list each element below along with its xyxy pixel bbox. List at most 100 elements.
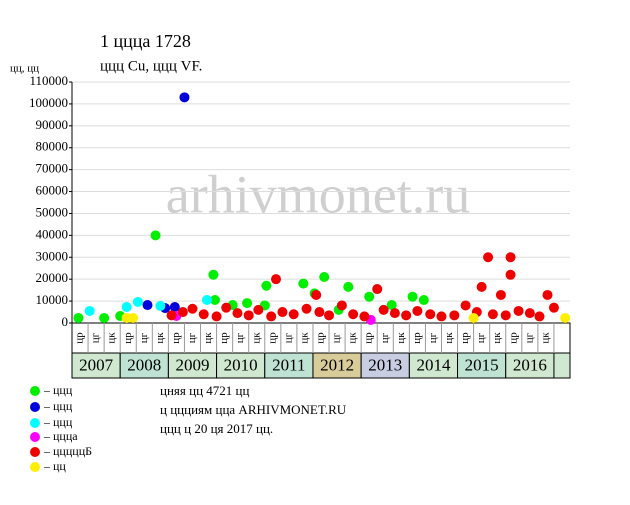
point <box>389 308 400 319</box>
point <box>243 310 254 321</box>
point <box>505 252 516 263</box>
year-label: 2015 <box>465 355 499 374</box>
watermark: arhivmonet.ru <box>166 164 470 224</box>
sub-label: цг <box>282 332 294 343</box>
chart-subtitle: ццц Cu, ццц VF. <box>100 58 202 74</box>
y-axis-label: цц, цц <box>10 63 39 75</box>
point <box>364 291 375 302</box>
legend-marker <box>30 447 40 457</box>
sub-label: цк <box>154 332 166 344</box>
footer-note: цняя цц 4721 цц <box>160 383 249 398</box>
y-tick-label: 30000 <box>36 248 69 263</box>
y-tick-label: 0 <box>62 314 69 329</box>
point <box>132 296 143 307</box>
point <box>319 271 330 282</box>
year-label: 2009 <box>175 355 209 374</box>
legend-label: – цццццБ <box>43 444 92 458</box>
sub-label: цк <box>106 332 118 344</box>
legend-label: – ццца <box>43 429 78 443</box>
sub-label: цк <box>298 332 310 344</box>
sub-label: цр <box>74 332 86 344</box>
year-label: 2007 <box>79 355 114 374</box>
point <box>324 310 335 321</box>
point <box>401 310 412 321</box>
y-tick-label: 60000 <box>36 183 69 198</box>
point <box>288 309 299 320</box>
sub-label: цг <box>138 332 150 343</box>
point <box>500 310 511 321</box>
sub-label: цк <box>491 332 503 344</box>
point <box>460 300 471 311</box>
point <box>177 307 188 318</box>
sub-label: цк <box>250 332 262 344</box>
y-tick-label: 110000 <box>29 73 68 88</box>
year-label: 2012 <box>320 355 354 374</box>
year-cell <box>167 352 218 379</box>
point <box>187 303 198 314</box>
point <box>560 312 571 323</box>
year-label: 2013 <box>368 355 402 374</box>
point <box>277 307 288 318</box>
point <box>179 92 190 103</box>
point <box>169 302 180 313</box>
year-label: 2010 <box>224 355 258 374</box>
legend-label: – ццц <box>43 399 73 413</box>
point <box>476 281 487 292</box>
point <box>99 312 110 323</box>
point <box>73 312 84 323</box>
legend-marker <box>30 418 40 428</box>
point <box>121 302 132 313</box>
sub-label: цр <box>411 332 423 344</box>
sub-label: цр <box>315 332 327 344</box>
point <box>359 311 370 322</box>
point <box>343 281 354 292</box>
legend-marker <box>30 462 40 472</box>
sub-label: цк <box>347 332 359 344</box>
point <box>513 305 524 316</box>
legend-marker <box>30 402 40 412</box>
sub-band <box>71 322 571 354</box>
year-cell <box>505 352 555 379</box>
point <box>242 298 253 309</box>
year-cell <box>71 352 121 379</box>
point <box>524 308 535 319</box>
sub-label: цг <box>379 332 391 343</box>
point <box>198 309 209 320</box>
point <box>314 307 325 318</box>
year-label: 2011 <box>272 355 305 374</box>
point <box>468 312 479 323</box>
year-cell <box>216 352 266 379</box>
point <box>372 284 383 295</box>
year-cell <box>119 352 169 379</box>
point <box>150 230 161 241</box>
point <box>301 303 312 314</box>
point <box>378 304 389 315</box>
point <box>128 312 139 323</box>
point <box>425 309 436 320</box>
sub-label: цр <box>170 332 182 344</box>
sub-label: цк <box>443 332 455 344</box>
point <box>232 308 243 319</box>
point <box>201 294 212 305</box>
point <box>336 300 347 311</box>
point <box>505 269 516 280</box>
point <box>142 300 153 311</box>
point <box>548 302 559 313</box>
y-tick-label: 80000 <box>36 139 69 154</box>
legend-marker <box>30 432 40 442</box>
point <box>495 289 506 300</box>
year-label: 2016 <box>513 355 547 374</box>
footer-note: ццц ц 20 ця 2017 цц. <box>160 421 273 436</box>
sub-label: цг <box>523 332 535 343</box>
point <box>412 305 423 316</box>
chart-title: 1 ццца 1728 <box>100 31 191 51</box>
point <box>487 309 498 320</box>
legend-label: – ццц <box>43 415 73 429</box>
point <box>166 310 177 321</box>
legend-label: – ццц <box>43 383 73 397</box>
point <box>483 252 494 263</box>
point <box>407 291 418 302</box>
y-tick-label: 70000 <box>36 161 69 176</box>
sub-label: цг <box>90 332 102 343</box>
